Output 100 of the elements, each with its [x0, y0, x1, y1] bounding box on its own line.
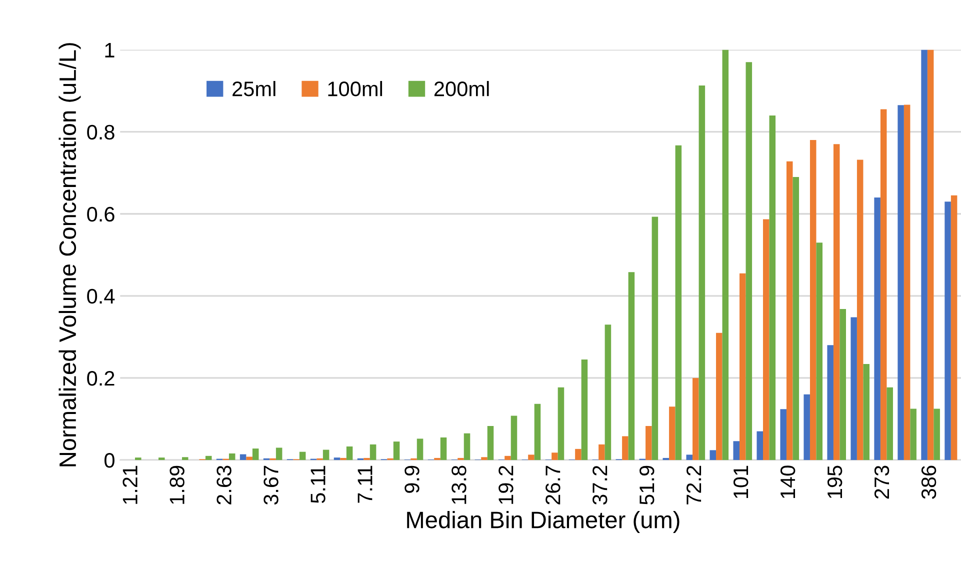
bar: [662, 458, 670, 460]
x-tick-label: 1.21: [122, 466, 138, 504]
bar: [746, 62, 752, 460]
bar: [756, 431, 763, 460]
bar: [299, 452, 306, 460]
bar: [458, 458, 464, 460]
bar: [810, 140, 816, 460]
bar: [558, 387, 564, 460]
bar: [487, 426, 494, 460]
bar: [370, 444, 376, 460]
x-tick-label: 37.2: [592, 466, 608, 505]
x-tick-label: 19.2: [498, 466, 514, 504]
x-tick-label: 386: [921, 466, 936, 499]
bar: [675, 145, 682, 460]
x-tick-label: 2.63: [216, 466, 232, 504]
legend-label: 25ml: [232, 80, 276, 96]
bar: [240, 454, 246, 460]
bar: [481, 457, 488, 460]
bar: [886, 387, 893, 460]
bar: [652, 216, 658, 460]
bar: [716, 332, 722, 460]
x-tick-label: 3.67: [264, 466, 278, 505]
x-tick-label: 72.2: [686, 466, 702, 504]
bar: [246, 456, 252, 460]
bar: [604, 324, 612, 460]
y-tick-label: 1: [105, 43, 114, 58]
x-tick-label: 101: [733, 466, 748, 498]
bar: [863, 364, 870, 460]
bar: [276, 448, 282, 460]
bar: [228, 453, 236, 460]
bar: [440, 437, 447, 460]
bar: [934, 408, 940, 460]
bar: [581, 360, 588, 460]
bar: [434, 458, 440, 460]
bar: [733, 441, 740, 460]
x-tick-label: 195: [827, 466, 842, 498]
x-tick-label: 51.9: [640, 466, 654, 505]
bar: [534, 404, 541, 460]
x-tick-label: 140: [780, 466, 796, 498]
bar: [944, 202, 951, 460]
bar: [763, 219, 770, 460]
bar: [722, 50, 729, 460]
bar: [416, 438, 424, 460]
bar: [158, 458, 165, 460]
y-tick-label: 0.6: [87, 206, 114, 222]
bar: [698, 85, 706, 460]
bar: [874, 197, 880, 460]
bar: [322, 450, 330, 460]
bar: [182, 457, 188, 460]
y-tick-label: 0: [104, 453, 114, 468]
bar: [880, 109, 887, 460]
x-axis-title: Median Bin Diameter (um): [407, 510, 680, 533]
bar: [840, 309, 846, 460]
bar: [364, 458, 370, 460]
bar: [598, 444, 605, 460]
bar: [334, 458, 340, 460]
bar: [827, 345, 834, 460]
bar: [769, 115, 776, 460]
bar: [833, 144, 840, 460]
bar: [646, 426, 652, 460]
y-tick-label: 0.8: [87, 124, 114, 140]
bar: [346, 446, 353, 460]
bar: [510, 416, 518, 460]
bar: [340, 458, 346, 460]
bar: [710, 450, 716, 460]
bar: [850, 317, 857, 460]
bar: [622, 436, 628, 460]
bar: [686, 454, 693, 460]
x-tick-label: 9.9: [404, 466, 420, 493]
bar: [252, 448, 259, 460]
bar: [910, 408, 916, 460]
legend-label: 200ml: [434, 80, 489, 96]
x-tick-label: 1.89: [170, 466, 184, 504]
bar: [780, 409, 786, 460]
bar: [921, 50, 928, 460]
bar: [575, 448, 582, 460]
x-tick-label: 7.11: [358, 466, 372, 503]
bar: [393, 442, 400, 460]
x-tick-label: 13.8: [452, 466, 466, 504]
bar: [464, 433, 470, 460]
bar: [904, 104, 910, 460]
bar: [205, 456, 212, 460]
x-tick-label: 5.11: [310, 466, 326, 504]
bar: [927, 50, 934, 460]
y-tick-label: 0.2: [87, 370, 114, 386]
bar: [856, 160, 864, 460]
bar: [950, 195, 958, 460]
bar: [740, 273, 746, 460]
bar: [135, 458, 142, 460]
bar: [504, 456, 511, 460]
bar: [528, 454, 534, 460]
bar: [786, 161, 793, 460]
bar: [816, 242, 823, 460]
bar: [804, 394, 810, 460]
bar: [792, 176, 800, 460]
bar: [552, 452, 558, 460]
y-tick-label: 0.4: [87, 288, 115, 304]
x-tick-label: 273: [874, 466, 890, 499]
bar: [669, 406, 676, 460]
x-tick-label: 26.7: [546, 466, 560, 504]
